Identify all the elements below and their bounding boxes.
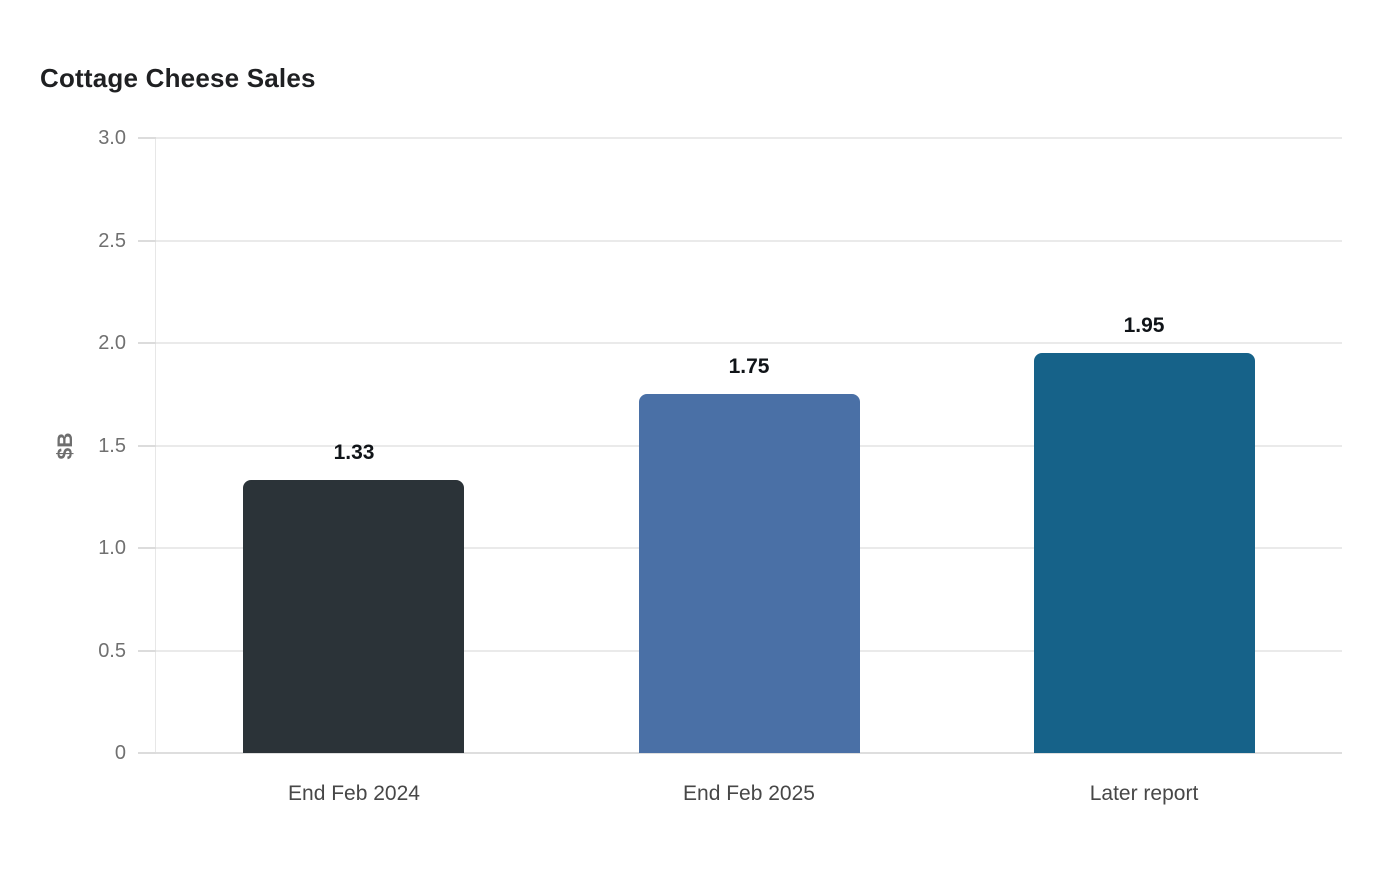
y-tick-label: 0.5: [98, 640, 126, 662]
bar-value-label: 1.75: [728, 355, 770, 378]
y-tick-mark: [138, 240, 156, 242]
y-tick-label: 2.5: [98, 230, 126, 252]
y-tick-mark: [138, 445, 156, 447]
x-category-label: Later report: [1089, 782, 1199, 805]
bar-value-label: 1.95: [1123, 314, 1165, 337]
bar-end-feb-2024: [243, 480, 464, 753]
y-tick-label: 0: [114, 742, 126, 764]
y-tick-label: 1.5: [98, 435, 126, 457]
bar-value-label: 1.33: [333, 441, 375, 464]
y-tick-label: 3.0: [98, 127, 126, 149]
gridline-y-2.0: [156, 342, 1342, 344]
gridline-y-2.5: [156, 240, 1342, 242]
y-tick-mark: [138, 342, 156, 344]
plot-area: 3.0 2.5 2.0 1.5 1.0 0.5 0 1.33 End Feb 2024 1.75 E…: [98, 128, 1342, 804]
y-tick-mark: [138, 547, 156, 549]
bar-later-report: [1034, 353, 1255, 753]
gridline-y-0: [156, 752, 1342, 754]
y-tick-mark: [138, 137, 156, 139]
chart-title: Cottage Cheese Sales: [40, 63, 316, 93]
x-category-label: End Feb 2025: [683, 782, 815, 805]
y-tick-mark: [138, 752, 156, 754]
x-category-label: End Feb 2024: [288, 782, 420, 805]
y-tick-mark: [138, 650, 156, 652]
y-tick-label: 2.0: [98, 332, 126, 354]
y-tick-label: 1.0: [98, 537, 126, 559]
bar-end-feb-2025: [639, 394, 860, 753]
gridline-y-3.0: [156, 137, 1342, 139]
